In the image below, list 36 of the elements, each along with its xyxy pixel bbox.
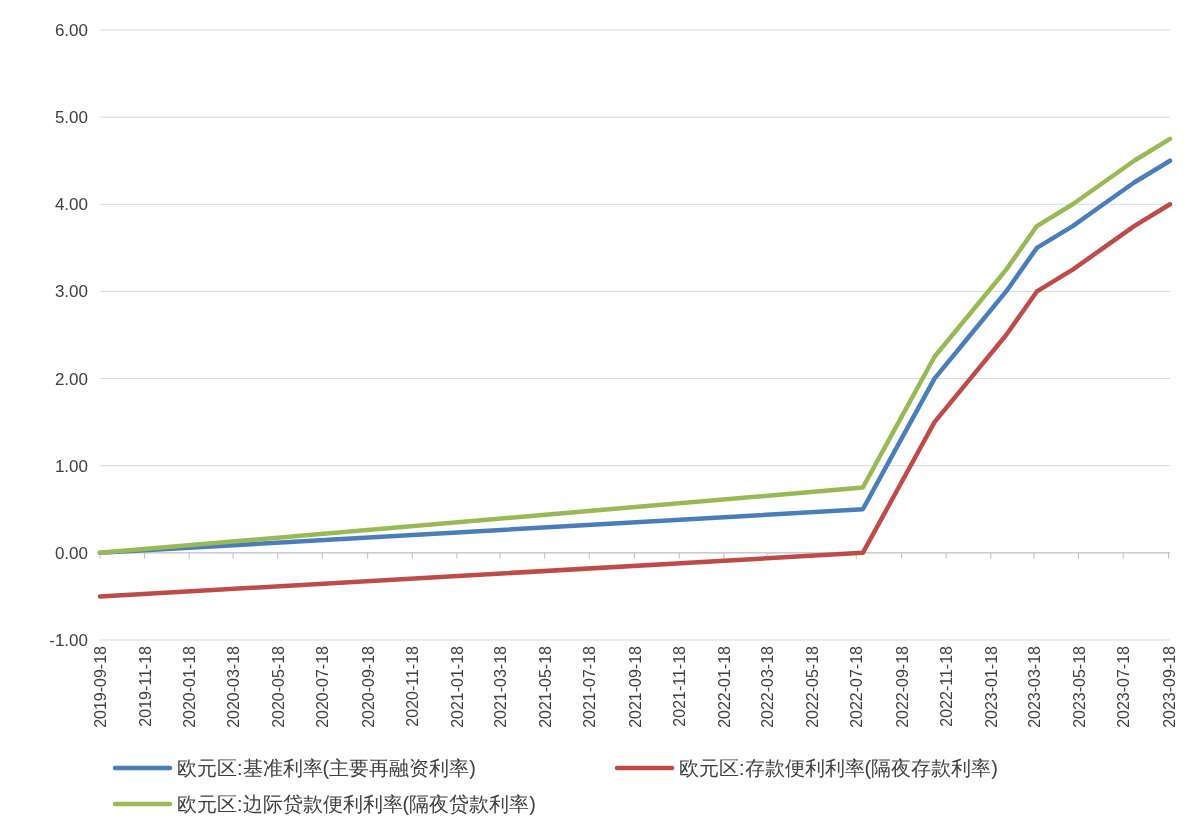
x-tick-label: 2021-09-18 [626, 645, 644, 728]
y-tick-label: 1.00 [54, 456, 88, 476]
x-tick-label: 2022-07-18 [848, 645, 866, 728]
x-tick-label: 2022-01-18 [715, 645, 733, 728]
y-tick-label: 0.00 [54, 543, 88, 563]
y-tick-label: 5.00 [54, 108, 88, 128]
x-tick-label: 2022-09-18 [893, 645, 911, 728]
x-tick-label: 2020-05-18 [269, 645, 287, 728]
x-tick-label: 2023-07-18 [1115, 645, 1133, 728]
y-tick-label: -1.00 [49, 631, 88, 650]
x-tick-label: 2020-01-18 [181, 645, 199, 728]
x-tick-label: 2019-11-18 [136, 645, 154, 727]
x-tick-label: 2020-03-18 [225, 645, 243, 728]
y-tick-label: 3.00 [54, 282, 88, 302]
y-tick-label: 2.00 [54, 369, 88, 389]
x-tick-label: 2023-01-18 [982, 645, 1000, 728]
x-tick-label: 2022-11-18 [938, 645, 956, 727]
x-tick-label: 2020-09-18 [359, 645, 377, 728]
y-tick-label: 4.00 [54, 195, 88, 215]
x-tick-label: 2023-09-18 [1160, 645, 1178, 728]
x-tick-label: 2023-03-18 [1025, 645, 1043, 728]
x-tick-label: 2021-05-18 [536, 645, 554, 728]
x-tick-label: 2022-03-18 [759, 645, 777, 728]
legend-label: 欧元区:基准利率(主要再融资利率) [177, 757, 476, 779]
x-tick-label: 2023-05-18 [1070, 645, 1088, 728]
x-tick-label: 2021-11-18 [671, 645, 689, 727]
x-tick-label: 2020-07-18 [314, 645, 332, 728]
x-tick-label: 2021-01-18 [448, 645, 466, 728]
x-tick-label: 2021-03-18 [492, 645, 510, 728]
legend-label: 欧元区:边际贷款便利利率(隔夜贷款利率) [177, 793, 536, 815]
x-tick-label: 2021-07-18 [581, 645, 599, 728]
x-tick-label: 2020-11-18 [404, 645, 422, 727]
x-tick-label: 2019-09-18 [92, 645, 109, 728]
y-tick-label: 6.00 [54, 21, 88, 40]
legend-label: 欧元区:存款便利利率(隔夜存款利率) [679, 757, 998, 779]
x-tick-label: 2022-05-18 [803, 645, 821, 728]
